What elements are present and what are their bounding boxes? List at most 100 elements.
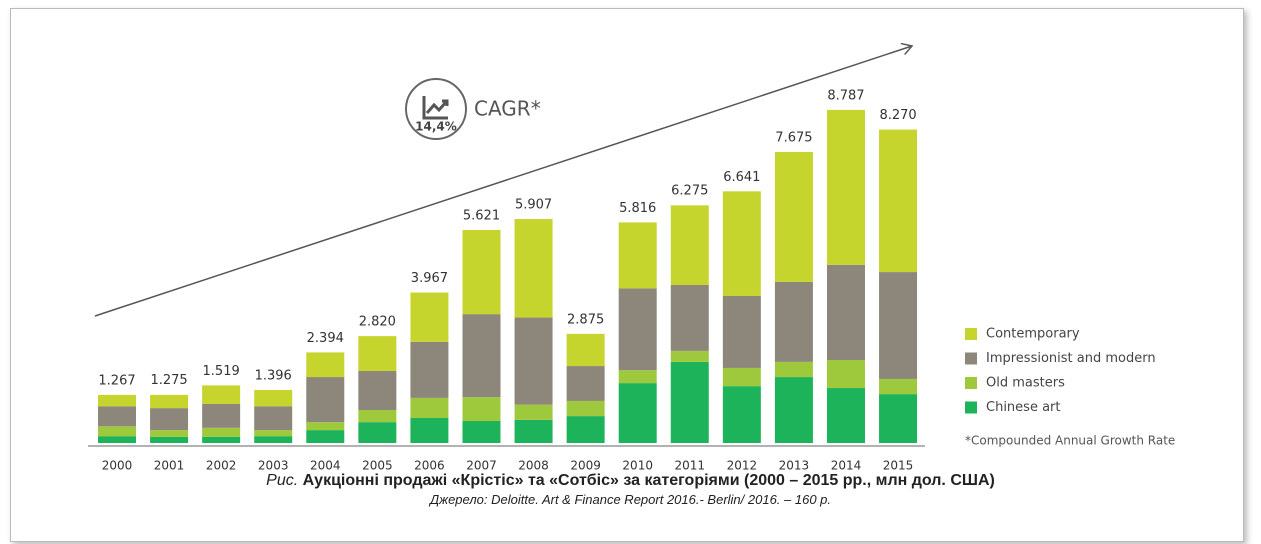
bar-segment (462, 314, 501, 398)
caption-title: Аукціонні продажі «Крістіс» та «Сотбіс» … (302, 472, 995, 489)
x-tick-label: 2013 (779, 459, 810, 473)
bar-segment (826, 264, 865, 360)
bar-segment (514, 219, 553, 318)
cagr-text: CAGR* (474, 97, 541, 121)
x-tick-label: 2010 (622, 459, 653, 473)
bar-segment (306, 352, 345, 378)
total-label: 5.621 (463, 208, 500, 223)
x-tick-label: 2008 (518, 459, 549, 473)
x-tick-label: 2004 (310, 459, 341, 473)
total-label: 5.816 (619, 201, 656, 216)
bar-segment (826, 109, 865, 265)
total-label: 2.820 (359, 315, 396, 330)
bar-segment (618, 370, 657, 384)
caption: Рис. Аукціонні продажі «Крістіс» та «Сот… (0, 472, 1261, 490)
bar-segment (774, 377, 813, 443)
x-tick-label: 2001 (154, 459, 185, 473)
cagr-glyph (422, 96, 449, 120)
bar-segment (722, 191, 761, 296)
bar-segment (98, 426, 136, 437)
total-label: 1.267 (98, 373, 135, 388)
bar-segment (774, 361, 813, 378)
legend-label: Impressionist and modern (986, 351, 1156, 366)
bar-segment (462, 397, 501, 422)
x-tick-label: 2006 (414, 459, 445, 473)
total-label: 3.967 (411, 271, 448, 286)
x-tick-label: 2000 (102, 459, 133, 473)
bar-segment (826, 388, 865, 443)
bar-segment (306, 377, 345, 423)
cagr-value: 14,4% (415, 120, 457, 134)
bar-segment (150, 436, 189, 443)
caption-prefix: Рис. (266, 472, 299, 489)
footnote: *Compounded Annual Growth Rate (965, 434, 1175, 448)
bar-segment (98, 436, 136, 443)
bar-segment (618, 383, 657, 443)
bar-segment (306, 422, 345, 431)
legend-swatch (965, 352, 977, 365)
total-label: 1.275 (150, 373, 187, 388)
bar-segment (722, 295, 761, 368)
total-label: 2.394 (307, 331, 344, 346)
total-label: 8.787 (827, 88, 864, 103)
legend-label: Chinese art (986, 400, 1060, 415)
bar-segment (358, 422, 397, 443)
bar-segment (462, 230, 501, 315)
bar-segment (150, 430, 189, 437)
bar-segment (514, 419, 553, 443)
total-label: 5.907 (515, 198, 552, 213)
bar-segment (670, 205, 709, 285)
x-tick-label: 2012 (727, 459, 758, 473)
bar-segment (410, 341, 449, 398)
x-tick-label: 2007 (466, 459, 497, 473)
total-label: 2.875 (567, 313, 604, 328)
x-tick-label: 2005 (362, 459, 393, 473)
bar-segment (774, 281, 813, 362)
total-label: 1.396 (255, 369, 292, 384)
bar-segment (202, 436, 241, 443)
bar-segment (879, 272, 918, 379)
frame (10, 8, 1244, 542)
bar-segment (774, 151, 813, 282)
x-tick-label: 2002 (206, 459, 237, 473)
bar-segment (566, 333, 605, 367)
trend-arrow (94, 46, 912, 317)
bar-segment (879, 394, 918, 443)
legend-swatch (965, 377, 977, 389)
bar-segment (254, 406, 293, 431)
bar-segment (98, 394, 136, 407)
bar-segment (410, 292, 449, 342)
x-tick-label: 2015 (883, 459, 914, 473)
bar-segment (150, 408, 189, 431)
bar-segment (618, 222, 657, 289)
bar-segment (150, 394, 189, 409)
bar-segment (722, 367, 761, 387)
total-label: 1.519 (203, 364, 240, 379)
x-tick-label: 2011 (674, 459, 705, 473)
legend-label: Contemporary (986, 327, 1080, 342)
bar-segment (670, 284, 709, 351)
bar-segment (254, 389, 293, 407)
bar-segment (566, 416, 605, 443)
bar-segment (358, 370, 397, 411)
bar-segment (462, 421, 501, 443)
x-tick-label: 2003 (258, 459, 289, 473)
bar-segment (722, 386, 761, 443)
caption-source: Джерело: Deloitte. Art & Finance Report … (429, 492, 832, 507)
x-tick-label: 2009 (570, 459, 601, 473)
total-label: 7.675 (775, 131, 812, 146)
legend-label: Old masters (986, 376, 1065, 391)
bar-segment (202, 403, 241, 428)
bar-segment (879, 129, 918, 273)
bar-segment (358, 336, 397, 371)
bar-segment (202, 385, 241, 404)
bar-segment (514, 404, 553, 420)
legend-swatch (965, 328, 977, 340)
bar-segment (670, 361, 709, 443)
bar-segment (254, 430, 293, 437)
bar-segment (98, 406, 136, 427)
total-label: 8.270 (879, 108, 916, 123)
bar-segment (514, 317, 553, 405)
bar-segment (618, 288, 657, 371)
